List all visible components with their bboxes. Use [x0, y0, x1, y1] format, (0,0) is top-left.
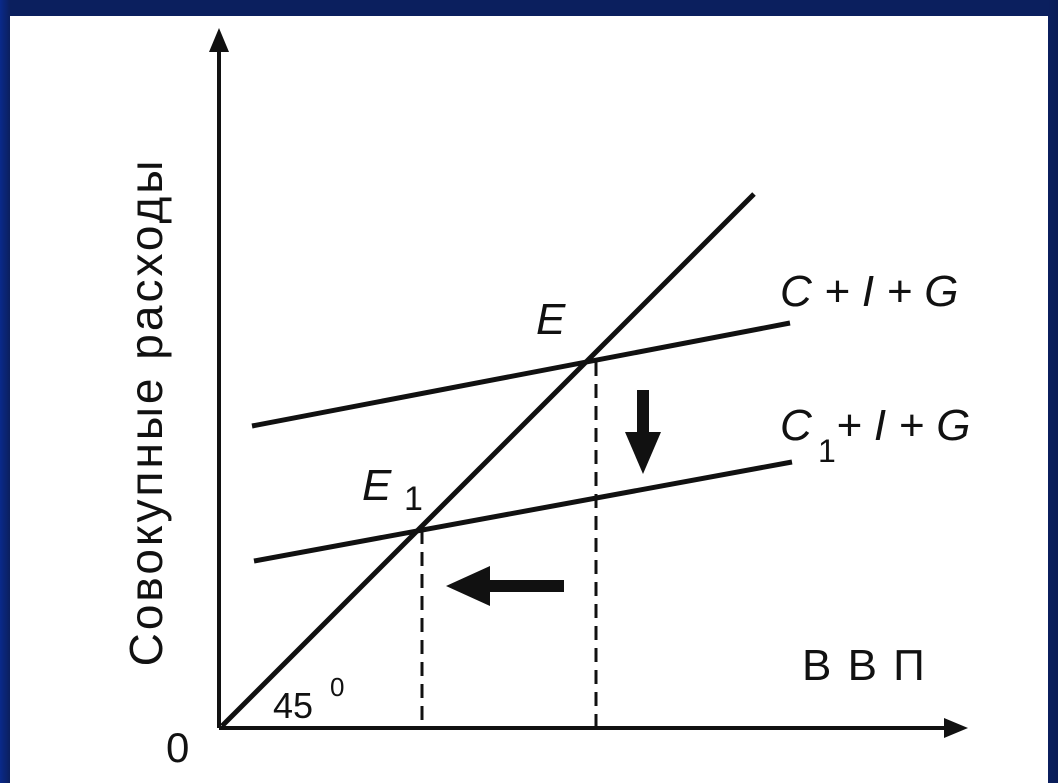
diagram-panel — [10, 16, 1048, 783]
line-upper-label: C + I + G — [780, 267, 959, 316]
line-aggregate-expenditure-upper — [251, 320, 791, 429]
angle-degree-mark: 0 — [330, 672, 344, 702]
point-e-label: E — [536, 295, 566, 344]
point-e1-label: E — [362, 461, 392, 510]
line-lower-label-c: C — [780, 401, 813, 450]
down-arrow-shaft — [637, 390, 649, 436]
origin-label: 0 — [166, 724, 189, 771]
line-lower-label-rest: + I + G — [836, 401, 971, 450]
line-lower-label-subscript: 1 — [818, 433, 836, 469]
angle-label: 45 — [273, 685, 313, 726]
y-axis-label: Совокупные расходы — [120, 158, 172, 667]
left-arrow-icon — [446, 566, 490, 606]
x-axis-arrowhead — [944, 718, 968, 738]
point-e1-subscript: 1 — [404, 480, 423, 518]
x-axis-label: В В П — [802, 641, 927, 690]
down-arrow-icon — [625, 432, 661, 474]
line-45-degree — [220, 192, 756, 728]
line-aggregate-expenditure-lower — [253, 459, 793, 564]
left-arrow-shaft — [486, 580, 564, 592]
y-axis-arrowhead — [209, 28, 229, 52]
